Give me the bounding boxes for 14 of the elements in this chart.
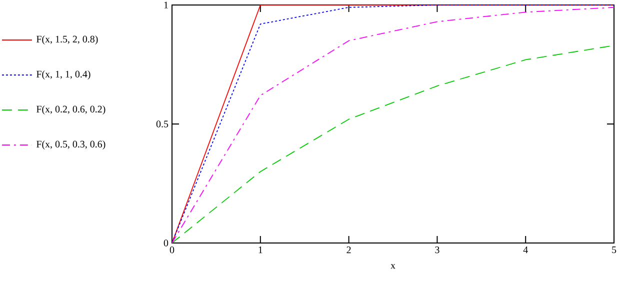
legend-label: F(x, 0.5, 0.3, 0.6) (36, 140, 106, 150)
y-tick-label: 0.5 (156, 120, 168, 128)
y-tick-label: 0 (164, 240, 168, 246)
x-tick-label: 1 (258, 246, 262, 254)
x-axis-title: x (390, 264, 396, 269)
legend-label: F(x, 1.5, 2, 0.8) (36, 35, 98, 45)
x-tick-label: 3 (435, 246, 440, 254)
x-tick-label: 0 (170, 246, 174, 254)
x-tick-label: 5 (612, 246, 616, 254)
y-tick-label: 1 (164, 2, 168, 8)
legend-label: F(x, 1, 1, 0.4) (36, 70, 90, 80)
legend-label: F(x, 0.2, 0.6, 0.2) (36, 105, 106, 115)
x-tick-label: 4 (523, 246, 528, 254)
x-tick-label: 2 (346, 246, 351, 254)
